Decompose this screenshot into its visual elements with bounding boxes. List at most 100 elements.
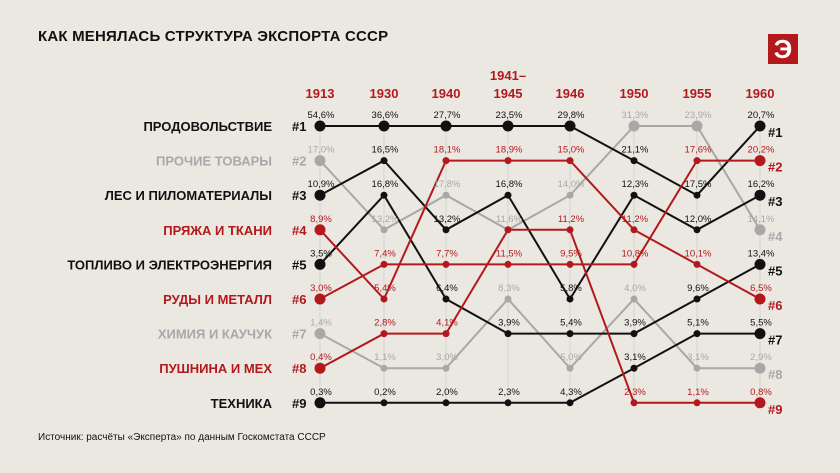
series-line [319,159,761,301]
rank-right-label: #3 [768,194,782,209]
data-point [754,224,766,236]
year-label: 1930 [370,86,399,101]
data-point [566,226,574,234]
data-point [380,364,388,372]
data-point [380,295,388,303]
data-point [566,399,574,407]
data-point [693,226,701,234]
data-point [380,157,388,165]
chart-title: КАК МЕНЯЛАСЬ СТРУКТУРА ЭКСПОРТА СССР [38,28,389,45]
category-label: РУДЫ И МЕТАЛЛ [163,292,272,307]
category-label: ТЕХНИКА [211,396,273,411]
data-label: 54,6% [308,110,335,121]
logo-e-icon: Э [768,34,798,64]
data-point [566,260,574,268]
data-label: 12,3% [622,179,649,190]
rank-right-label: #1 [768,125,782,140]
series-line [319,125,761,232]
year-label: 1913 [306,86,335,101]
rank-left-label: #9 [292,396,306,411]
data-point [754,155,766,167]
data-point [504,330,512,338]
data-label: 3,1% [687,352,709,363]
data-point [504,226,512,234]
data-point [442,191,450,199]
data-label: 1,1% [687,387,709,398]
data-label: 1,4% [310,318,332,329]
data-label: 5,0% [560,352,582,363]
rank-left-label: #7 [292,327,306,342]
data-point [380,191,388,199]
data-point [693,191,701,199]
data-point [754,258,766,270]
data-point [442,226,450,234]
series-line [319,193,761,335]
year-label: 1950 [620,86,649,101]
data-label: 5,1% [687,318,709,329]
data-label: 2,9% [750,352,772,363]
data-point [504,157,512,165]
data-point [502,120,514,132]
data-label: 10,9% [308,179,335,190]
rank-left-label: #8 [292,361,306,376]
year-label: 1940 [432,86,461,101]
data-point [380,226,388,234]
data-point [630,191,638,199]
data-point [630,226,638,234]
data-label: 7,7% [436,248,458,259]
data-point [504,191,512,199]
data-label: 23,5% [496,110,523,121]
category-label: ТОПЛИВО И ЭЛЕКТРОЭНЕРГИЯ [67,257,272,272]
rank-left-label: #4 [292,223,307,238]
data-point [314,397,326,409]
data-label: 3,9% [624,318,646,329]
category-label: ПРОЧИЕ ТОВАРЫ [156,154,272,169]
data-label: 10,1% [685,248,712,259]
data-label: 17,8% [434,179,461,190]
data-point [380,330,388,338]
data-label: 2,0% [436,387,458,398]
data-point [693,295,701,303]
data-label: 16,8% [372,179,399,190]
data-label: 13,2% [434,214,461,225]
rank-right-label: #6 [768,298,782,313]
series-line [320,332,760,404]
data-label: 31,3% [622,110,649,121]
data-label: 14,0% [558,179,585,190]
data-point [380,260,388,268]
data-label: 3,9% [498,318,520,329]
data-point [314,224,326,236]
data-label: 8,9% [310,214,332,225]
data-label: 4,3% [560,387,582,398]
data-label: 16,2% [748,179,775,190]
data-label: 17,5% [685,179,712,190]
data-label: 5,4% [560,318,582,329]
data-label: 6,4% [436,283,458,294]
data-point [693,399,701,407]
rank-right-label: #2 [768,160,782,175]
data-point [630,260,638,268]
data-label: 5,8% [560,283,582,294]
data-point [693,157,701,165]
data-point [754,120,766,132]
data-label: 5,4% [374,283,396,294]
data-label: 3,1% [624,352,646,363]
data-label: 0,8% [750,387,772,398]
data-point [630,399,638,407]
year-label: 1955 [683,86,712,101]
data-label: 0,3% [310,387,332,398]
rank-left-label: #5 [292,257,306,272]
category-label: ПРОДОВОЛЬСТВИЕ [143,119,272,134]
data-point [754,397,766,409]
data-label: 11,6% [496,214,523,225]
series-line [319,228,760,404]
data-point [314,258,326,270]
data-label: 17,0% [308,145,335,156]
data-point [504,295,512,303]
data-point [442,260,450,268]
data-point [504,260,512,268]
category-label: ХИМИЯ И КАУЧУК [158,327,272,342]
year-label: 1946 [556,86,585,101]
data-label: 9,5% [560,248,582,259]
data-point [442,364,450,372]
